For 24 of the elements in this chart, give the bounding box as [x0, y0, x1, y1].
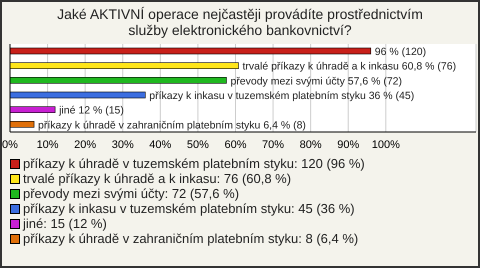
x-tick-label: 20% [74, 138, 96, 151]
x-tick-label: 90% [337, 138, 360, 151]
data-label: 96 % (120) [374, 46, 426, 58]
legend-label: trvalé příkazy k úhradě a k inkasu: 76 (60,8 %) [23, 171, 292, 186]
x-tick-label: 30% [112, 138, 134, 151]
x-tick-label: 40% [149, 138, 172, 151]
x-tick-label: 50% [186, 138, 210, 151]
x-tick-label: 0% [2, 138, 18, 151]
chart-title: Jaké AKTIVNÍ operace nejčastěji provádíte prostřednictvím služby elektronického bankovnictví? [56, 5, 424, 38]
data-label: jiné 12 % (15) [58, 104, 124, 117]
data-label: trvalé příkazy k úhradě a k inkasu 60,8 % (76) [242, 60, 456, 73]
x-tick-label: 100% [372, 138, 400, 151]
x-tick-label: 70% [262, 138, 284, 151]
data-label: příkazy k úhradě v zahraničním platebním styku 6,4 % (8) [38, 119, 306, 132]
legend-label: příkazy k úhradě v tuzemském platebním styku: 120 (96 %) [23, 156, 365, 171]
data-label: příkazy k inkasu v tuzemském platebním styku 36 % (45) [149, 90, 414, 102]
data-label: převody mezi svými účty 57,6 % (72) [230, 75, 402, 88]
legend-label: jiné: 15 (12 %) [23, 216, 107, 231]
legend-label: převody mezi svými účty: 72 (57,6 %) [23, 186, 240, 201]
x-tick-label: 60% [224, 138, 247, 151]
legend-label: příkazy k inkasu v tuzemském platebním styku: 45 (36 %) [23, 201, 355, 216]
x-tick-label: 80% [300, 138, 322, 151]
x-tick-label: 10% [36, 138, 59, 151]
legend-label: příkazy k úhradě v zahraničním platebním styku: 8 (6,4 %) [23, 231, 358, 246]
